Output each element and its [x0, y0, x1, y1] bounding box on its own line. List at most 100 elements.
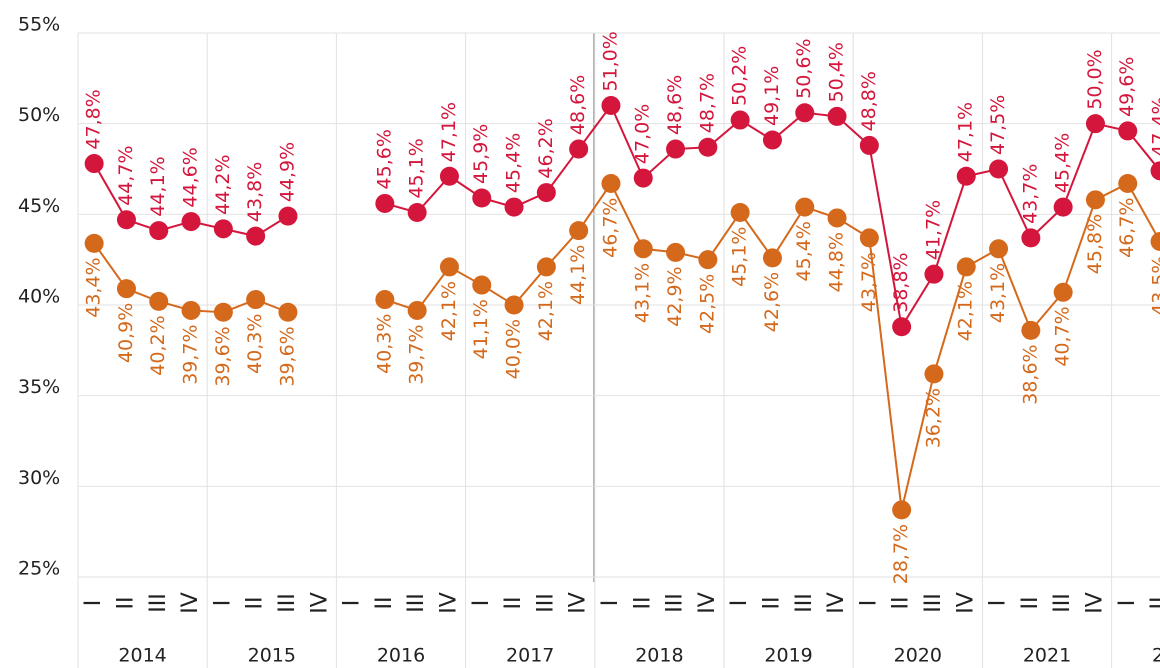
marker [149, 221, 169, 241]
marker [407, 300, 427, 320]
x-tick-label: III [663, 593, 688, 612]
data-label: 48,7% [696, 73, 718, 133]
marker [1085, 190, 1105, 210]
data-label: 45,4% [793, 221, 815, 281]
x-tick-label: IV [695, 592, 720, 614]
data-label: 45,9% [470, 124, 492, 184]
x-tick-label: III [921, 593, 946, 612]
marker [892, 317, 912, 337]
marker [84, 154, 104, 174]
marker [1021, 228, 1041, 248]
data-label: 38,8% [890, 252, 912, 312]
marker [536, 257, 556, 277]
x-tick-label: IV [824, 592, 849, 614]
data-label: 43,1% [987, 263, 1009, 323]
data-label: 36,2% [922, 388, 944, 448]
data-label: 45,8% [1084, 214, 1106, 274]
data-label: 42,6% [761, 272, 783, 332]
y-tick-label: 35% [18, 376, 60, 398]
data-label: 44,2% [212, 154, 234, 214]
marker [246, 226, 266, 246]
data-label: 42,5% [696, 274, 718, 334]
marker [569, 139, 589, 159]
x-tick-label: I [1115, 600, 1140, 607]
marker [84, 233, 104, 253]
marker [1021, 320, 1041, 340]
data-label: 39,7% [406, 324, 428, 384]
marker [956, 166, 976, 186]
data-label: 42,1% [955, 281, 977, 341]
year-label: 2020 [894, 645, 942, 667]
marker [375, 193, 395, 213]
x-tick-label: II [1018, 597, 1043, 610]
data-label: 47,8% [83, 89, 105, 149]
data-label: 47,0% [632, 104, 654, 164]
year-label: 2015 [248, 645, 296, 667]
data-label: 40,2% [147, 315, 169, 375]
marker [181, 212, 201, 232]
data-label: 47,5% [987, 95, 1009, 155]
x-tick-label: I [469, 600, 494, 607]
data-label: 50,6% [793, 38, 815, 98]
data-label: 49,1% [761, 66, 783, 126]
marker [278, 206, 298, 226]
marker [698, 137, 718, 157]
data-label: 42,9% [664, 266, 686, 326]
y-tick-label: 40% [18, 286, 60, 308]
marker [730, 203, 750, 223]
year-label: 2017 [506, 645, 554, 667]
data-label: 41,1% [470, 299, 492, 359]
x-tick-label: II [759, 597, 784, 610]
marker [536, 183, 556, 203]
marker [1118, 121, 1138, 141]
data-label: 44,8% [826, 232, 848, 292]
x-tick-label: III [533, 593, 558, 612]
data-label: 42,1% [438, 281, 460, 341]
marker [859, 135, 879, 155]
data-label: 44,7% [115, 145, 137, 205]
year-label: 2019 [764, 645, 812, 667]
data-label: 50,2% [729, 46, 751, 106]
marker [504, 295, 524, 315]
marker [666, 242, 686, 262]
x-tick-label: I [986, 600, 1011, 607]
data-label: 47,4% [1149, 96, 1160, 156]
year-label: 2022 [1152, 645, 1160, 667]
data-label: 47,1% [438, 102, 460, 162]
marker [504, 197, 524, 217]
marker [569, 221, 589, 241]
data-label: 40,9% [115, 303, 137, 363]
data-label: 43,8% [244, 162, 266, 222]
y-tick-label: 45% [18, 195, 60, 217]
data-label: 44,9% [276, 142, 298, 202]
data-label: 40,7% [1052, 306, 1074, 366]
marker [795, 197, 815, 217]
data-label: 45,1% [406, 138, 428, 198]
marker [956, 257, 976, 277]
x-tick-label: III [275, 593, 300, 612]
marker [1053, 197, 1073, 217]
data-label: 44,1% [147, 156, 169, 216]
marker [1053, 282, 1073, 302]
x-tick-label: IV [178, 592, 203, 614]
data-label: 46,2% [535, 118, 557, 178]
marker [149, 291, 169, 311]
x-tick-label: IV [953, 592, 978, 614]
x-tick-label: IV [1082, 592, 1107, 614]
data-label: 42,1% [535, 281, 557, 341]
marker [472, 188, 492, 208]
y-tick-label: 30% [18, 467, 60, 489]
data-label: 48,6% [567, 75, 589, 135]
data-label: 48,6% [664, 75, 686, 135]
data-label: 43,4% [83, 257, 105, 317]
marker [375, 290, 395, 310]
marker [989, 159, 1009, 179]
data-label: 45,1% [729, 227, 751, 287]
marker [1085, 114, 1105, 134]
x-tick-label: I [340, 600, 365, 607]
marker [1118, 174, 1138, 194]
marker [407, 203, 427, 223]
marker [278, 302, 298, 322]
